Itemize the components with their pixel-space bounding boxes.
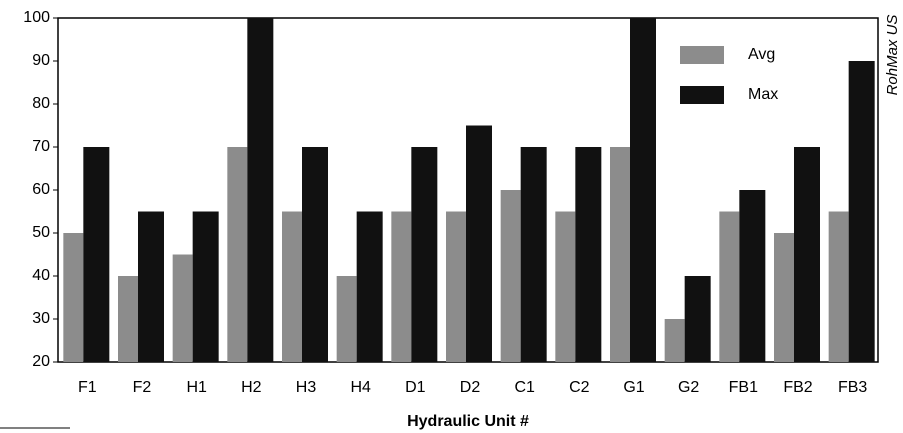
- y-tick-label: 50: [32, 224, 50, 241]
- bar: [411, 147, 438, 362]
- bar: [630, 18, 656, 362]
- x-tick-label: C2: [569, 379, 590, 396]
- bar: [247, 18, 274, 362]
- bar: [466, 125, 492, 362]
- bar: [664, 319, 685, 362]
- bar: [828, 211, 849, 362]
- y-tick-label: 90: [32, 52, 50, 69]
- x-tick-label: FB2: [783, 379, 812, 396]
- x-tick-label: H1: [186, 379, 207, 396]
- x-tick-label: C1: [514, 379, 535, 396]
- bar: [610, 147, 630, 362]
- y-tick-label: 40: [32, 267, 50, 284]
- bar: [356, 211, 383, 362]
- bar: [227, 147, 248, 362]
- x-axis-title: Hydraulic Unit #: [407, 413, 529, 430]
- bar: [719, 211, 740, 362]
- bar: [500, 190, 521, 362]
- bar: [575, 147, 602, 362]
- bar: [739, 190, 766, 362]
- y-tick-label: 70: [32, 138, 50, 155]
- x-tick-label: H3: [296, 379, 317, 396]
- legend-label: Max: [748, 86, 778, 103]
- bar: [336, 276, 357, 362]
- bar: [172, 254, 193, 362]
- bar: [302, 147, 328, 362]
- x-tick-label: H4: [350, 379, 371, 396]
- x-tick-label: G1: [623, 379, 644, 396]
- bar: [848, 61, 875, 362]
- bar: [774, 233, 794, 362]
- x-tick-label: F1: [78, 379, 97, 396]
- y-tick-label: 30: [32, 310, 50, 327]
- x-tick-label: FB1: [729, 379, 758, 396]
- bar: [391, 211, 412, 362]
- bar: [446, 211, 466, 362]
- bar: [520, 147, 547, 362]
- bar: [794, 147, 820, 362]
- x-tick-label: H2: [241, 379, 262, 396]
- x-tick-label: D1: [405, 379, 426, 396]
- bar: [192, 211, 219, 362]
- y-tick-label: 20: [32, 353, 50, 370]
- x-tick-label: FB3: [838, 379, 867, 396]
- legend-label: Avg: [748, 46, 775, 63]
- x-tick-label: D2: [460, 379, 481, 396]
- y-tick-label: 80: [32, 95, 50, 112]
- bar: [118, 276, 138, 362]
- legend-swatch: [680, 86, 724, 104]
- legend-swatch: [680, 46, 724, 64]
- side-note: RohMax US: [884, 15, 901, 96]
- y-tick-label: 100: [23, 9, 50, 26]
- x-tick-label: F2: [133, 379, 152, 396]
- bar: [282, 211, 302, 362]
- bar: [684, 276, 711, 362]
- bar: [555, 211, 576, 362]
- bar: [63, 233, 84, 362]
- bar: [83, 147, 110, 362]
- x-tick-label: G2: [678, 379, 699, 396]
- bar: [138, 211, 164, 362]
- y-tick-label: 60: [32, 181, 50, 198]
